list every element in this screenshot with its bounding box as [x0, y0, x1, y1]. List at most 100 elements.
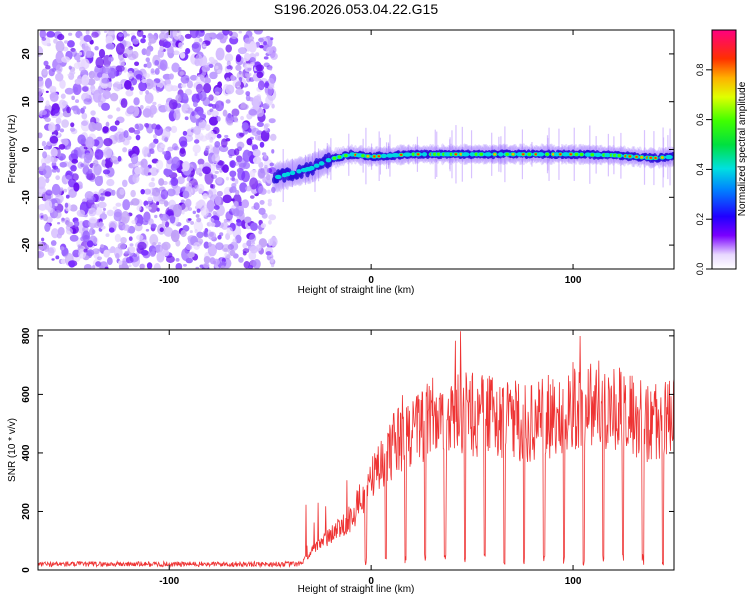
noise-blob — [64, 40, 69, 44]
noise-blob — [59, 156, 64, 161]
noise-blob — [145, 228, 150, 232]
noise-blob — [143, 72, 151, 79]
noise-blob — [65, 194, 70, 199]
noise-blob — [95, 261, 102, 267]
noise-blob — [103, 30, 108, 34]
noise-blob — [110, 155, 118, 164]
noise-blob — [182, 160, 190, 172]
spectrogram-xlabel: Height of straight line (km) — [298, 285, 415, 296]
noise-blob — [187, 218, 192, 221]
noise-blob — [241, 170, 250, 183]
noise-blob — [235, 54, 242, 63]
noise-blob — [93, 203, 100, 208]
noise-blob — [217, 81, 223, 88]
noise-blob — [258, 185, 265, 195]
noise-blob — [244, 37, 252, 44]
snr-xlabel: Height of straight line (km) — [298, 584, 415, 595]
noise-blob — [153, 263, 161, 269]
noise-blob — [56, 168, 60, 173]
noise-blob — [181, 209, 185, 215]
ridge-blob — [344, 153, 348, 158]
noise-blob — [256, 121, 264, 127]
noise-blob — [44, 117, 51, 123]
noise-blob — [119, 188, 125, 196]
noise-blob — [177, 82, 183, 89]
noise-blob — [148, 181, 156, 188]
noise-blob — [82, 219, 91, 228]
noise-blob — [64, 87, 74, 95]
noise-blob — [114, 120, 120, 126]
noise-blob — [45, 65, 51, 70]
noise-blob — [88, 121, 97, 132]
noise-blob — [42, 165, 52, 179]
noise-blob — [50, 147, 58, 157]
noise-blob — [261, 212, 268, 219]
noise-blob — [185, 108, 189, 111]
noise-blob — [249, 195, 255, 199]
noise-blob — [257, 80, 265, 91]
noise-blob — [146, 61, 152, 69]
noise-blob — [216, 177, 223, 185]
signal-track — [271, 125, 674, 203]
noise-blob — [53, 210, 62, 219]
noise-blob — [263, 154, 267, 159]
noise-blob — [148, 34, 157, 44]
noise-blob — [158, 148, 162, 152]
noise-blob — [60, 93, 66, 99]
noise-blob — [263, 125, 269, 132]
noise-blob — [193, 241, 201, 250]
noise-blob — [92, 248, 100, 255]
ridge-blob — [361, 154, 365, 158]
noise-blob — [136, 206, 142, 211]
noise-blob — [151, 177, 155, 182]
ridge-blob — [391, 153, 400, 158]
noise-blob — [203, 262, 210, 269]
noise-blob — [249, 57, 256, 64]
noise-blob — [164, 169, 173, 176]
noise-blob — [166, 188, 176, 197]
noise-blob — [212, 258, 220, 266]
noise-blob — [130, 189, 136, 198]
noise-blob — [225, 211, 233, 221]
noise-blob — [116, 107, 121, 112]
noise-blob — [102, 89, 111, 100]
noise-blob — [190, 187, 196, 195]
noise-blob — [60, 258, 66, 265]
noise-blob — [154, 214, 158, 219]
noise-blob — [229, 241, 239, 251]
ridge-blob — [296, 169, 302, 174]
ridge-blob — [554, 152, 560, 157]
ridge-blob — [469, 152, 475, 157]
noise-blob — [214, 195, 222, 206]
noise-blob — [269, 133, 277, 141]
noise-blob — [102, 207, 107, 211]
noise-blob — [256, 71, 264, 79]
noise-blob — [195, 266, 200, 269]
noise-blob — [47, 247, 55, 257]
noise-blob — [171, 156, 181, 169]
noise-blob — [212, 126, 220, 135]
noise-blob — [251, 127, 260, 136]
noise-blob — [115, 202, 122, 207]
noise-blob — [268, 84, 275, 90]
noise-blob — [241, 57, 248, 62]
noise-blob — [214, 91, 220, 96]
noise-blob — [158, 199, 166, 205]
noise-blob — [128, 127, 135, 133]
noise-blob — [134, 123, 140, 129]
noise-blob — [252, 156, 262, 165]
noise-blob — [271, 149, 275, 154]
ridge-blob — [337, 155, 342, 159]
noise-blob — [83, 98, 92, 105]
noise-blob — [217, 235, 222, 240]
noise-blob — [260, 223, 267, 229]
noise-blob — [88, 70, 95, 79]
noise-blob — [163, 41, 172, 49]
noise-blob — [61, 217, 65, 223]
noise-blob — [208, 116, 219, 126]
ridge-blob — [545, 152, 549, 156]
chart-title: S196.2026.053.04.22.G15 — [274, 1, 438, 17]
noise-blob — [49, 92, 59, 102]
noise-blob — [87, 168, 93, 175]
